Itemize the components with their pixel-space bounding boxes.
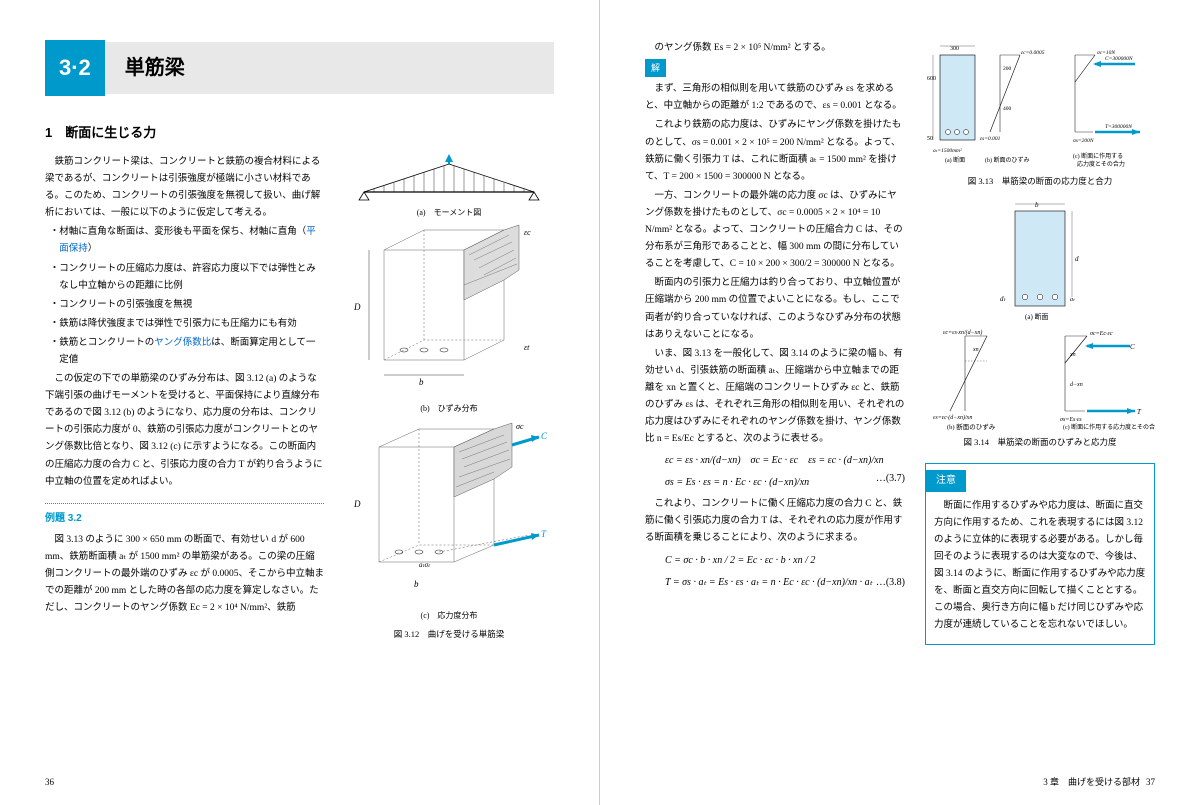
figure-caption: 図 3.12 曲げを受ける単筋梁 <box>344 627 554 642</box>
body-paragraph: これより鉄筋の応力度は、ひずみにヤング係数を掛けたものとして、σs = 0.00… <box>645 117 905 185</box>
svg-text:(b) 断面のひずみ: (b) 断面のひずみ <box>985 156 1030 164</box>
chapter-footer: 3 章 曲げを受ける部材 <box>1043 774 1140 790</box>
section-number: 3·2 <box>45 40 105 96</box>
body-paragraph: 鉄筋コンクリート梁は、コンクリートと鉄筋の複合材料による梁であるが、コンクリート… <box>45 154 324 222</box>
bullet-item: ・コンクリートの引張強度を無視 <box>45 297 324 314</box>
page-number: 36 <box>45 774 54 790</box>
svg-text:D: D <box>353 499 361 509</box>
page-spread: 3·2 単筋梁 1 断面に生じる力 鉄筋コンクリート梁は、コンクリートと鉄筋の複… <box>0 0 1200 805</box>
svg-text:σs=Es·εs: σs=Es·εs <box>1060 417 1082 423</box>
section-title: 単筋梁 <box>105 42 554 94</box>
note-box: 注意 断面に作用するひずみや応力度は、断面に直交方向に作用するため、これを表現す… <box>925 463 1155 646</box>
body-paragraph: いま、図 3.13 を一般化して、図 3.14 のように梁の幅 b、有効せい d… <box>645 346 905 449</box>
svg-text:600: 600 <box>927 76 936 82</box>
svg-text:εs=0.001: εs=0.001 <box>980 136 1001 142</box>
strain-3d-diagram: D b εc εt <box>344 220 554 400</box>
svg-text:応力度とその合力: 応力度とその合力 <box>1077 160 1125 168</box>
bullet-item: ・鉄筋は降伏強度までは弾性で引張力にも圧縮力にも有効 <box>45 316 324 333</box>
svg-text:C=300000N: C=300000N <box>1105 56 1133 62</box>
svg-text:(b) 断面のひずみ: (b) 断面のひずみ <box>947 422 996 431</box>
svg-text:(c) 断面に作用する: (c) 断面に作用する <box>1073 152 1123 160</box>
svg-text:C: C <box>1130 343 1135 351</box>
moment-diagram <box>349 154 549 204</box>
svg-text:T: T <box>541 529 547 539</box>
svg-text:aₜ=1500mm²: aₜ=1500mm² <box>933 148 962 154</box>
svg-text:b: b <box>414 579 419 589</box>
svg-text:d: d <box>1075 255 1079 263</box>
svg-text:aₜ: aₜ <box>1070 297 1075 303</box>
svg-text:200: 200 <box>1003 66 1012 72</box>
right-page: のヤング係数 Es = 2 × 10⁵ N/mm² とする。 解 まず、三角形の… <box>600 0 1200 805</box>
text-column: 鉄筋コンクリート梁は、コンクリートと鉄筋の複合材料による梁であるが、コンクリート… <box>45 154 324 654</box>
figure-caption: 図 3.14 単筋梁の断面のひずみと応力度 <box>925 435 1155 450</box>
svg-text:D: D <box>353 302 361 312</box>
svg-text:εs=εc·(d−xn)/xn: εs=εc·(d−xn)/xn <box>933 414 972 421</box>
svg-text:σc: σc <box>516 422 524 431</box>
example-text: 図 3.13 のように 300 × 650 mm の断面で、有効せい d が 6… <box>45 532 324 617</box>
page-number: 37 <box>1146 774 1155 790</box>
figure-caption: 図 3.13 単筋梁の断面の応力度と合力 <box>925 174 1155 189</box>
body-paragraph: この仮定の下での単筋梁のひずみ分布は、図 3.12 (a) のような下端引張の曲… <box>45 371 324 491</box>
bullet-item: ・鉄筋とコンクリートのヤング係数比は、断面算定用として一定値 <box>45 335 324 369</box>
note-text: 断面に作用するひずみや応力度は、断面に直交方向に作用するため、これを表現するには… <box>934 498 1146 635</box>
link-young: ヤング係数比 <box>154 338 211 348</box>
body-paragraph: 断面内の引張力と圧縮力は釣り合っており、中立軸位置が圧縮端から 200 mm の… <box>645 275 905 343</box>
body-paragraph: まず、三角形の相似則を用いて鉄筋のひずみ εs を求めると、中立軸からの距離が … <box>645 81 905 115</box>
svg-text:εt: εt <box>524 343 530 352</box>
svg-text:b: b <box>419 377 424 387</box>
svg-text:(a) 断面: (a) 断面 <box>1025 312 1049 321</box>
stress-3d-diagram: C T D b σc aₜσₜ <box>344 417 554 607</box>
bullet-item: ・コンクリートの圧縮応力度は、許容応力度以下では弾性とみなし中立軸からの距離に比… <box>45 261 324 295</box>
svg-text:T=300000N: T=300000N <box>1105 124 1132 130</box>
svg-text:dₜ: dₜ <box>1000 295 1007 303</box>
section-header: 3·2 単筋梁 <box>45 40 554 96</box>
fig-sub-caption: (b) ひずみ分布 <box>344 402 554 416</box>
svg-text:d−xn: d−xn <box>1070 382 1083 388</box>
svg-text:b: b <box>1035 201 1039 209</box>
svg-text:50: 50 <box>927 136 933 142</box>
fig-sub-caption: (c) 応力度分布 <box>344 609 554 623</box>
fig-313: 300 600 50 aₜ=1500mm² εc=0.0005 εs=0.001… <box>925 40 1155 170</box>
figure-column: (a) モーメント図 <box>344 154 554 654</box>
svg-text:xn: xn <box>972 347 979 353</box>
text-column: のヤング係数 Es = 2 × 10⁵ N/mm² とする。 解 まず、三角形の… <box>645 40 905 645</box>
divider <box>45 503 324 504</box>
subsection-heading: 1 断面に生じる力 <box>45 121 554 144</box>
equation: T = σs · aₜ = Es · εs · aₜ = n · Ec · εc… <box>665 574 905 592</box>
body-paragraph: のヤング係数 Es = 2 × 10⁵ N/mm² とする。 <box>645 40 905 57</box>
note-title: 注意 <box>926 470 966 492</box>
two-column-layout: のヤング係数 Es = 2 × 10⁵ N/mm² とする。 解 まず、三角形の… <box>645 40 1155 645</box>
svg-text:(c) 断面に作用する応力度とその合力: (c) 断面に作用する応力度とその合力 <box>1063 423 1155 431</box>
bullet-item: ・材軸に直角な断面は、変形後も平面を保ち、材軸に直角（平面保持） <box>45 224 324 258</box>
svg-text:T: T <box>1137 408 1142 416</box>
svg-text:300: 300 <box>950 46 959 52</box>
svg-text:400: 400 <box>1003 106 1012 112</box>
svg-text:εc=0.0005: εc=0.0005 <box>1021 50 1045 56</box>
svg-text:aₜσₜ: aₜσₜ <box>419 561 431 569</box>
svg-text:σs=200N: σs=200N <box>1073 138 1094 144</box>
svg-text:xn: xn <box>1069 352 1076 358</box>
fig-314: b d dₜ aₜ (a) 断面 εc=εs·xn/(d−xn) εs=εc·(… <box>925 201 1155 431</box>
svg-text:εc: εc <box>524 228 531 237</box>
body-paragraph: これより、コンクリートに働く圧縮応力度の合力 C と、鉄筋に働く引張応力度の合力… <box>645 496 905 547</box>
equation: σs = Es · εs = n · Ec · εc · (d−xn)/xn <box>665 474 905 492</box>
fig-sub-caption: (a) モーメント図 <box>344 206 554 220</box>
two-column-layout: 鉄筋コンクリート梁は、コンクリートと鉄筋の複合材料による梁であるが、コンクリート… <box>45 154 554 654</box>
equation: εc = εs · xn/(d−xn) σc = Ec · εc εs = εc… <box>665 452 905 470</box>
svg-text:(a) 断面: (a) 断面 <box>945 156 965 164</box>
left-page: 3·2 単筋梁 1 断面に生じる力 鉄筋コンクリート梁は、コンクリートと鉄筋の複… <box>0 0 600 805</box>
svg-text:C: C <box>541 431 548 441</box>
equation: C = σc · b · xn / 2 = Ec · εc · b · xn /… <box>665 552 905 570</box>
example-label: 例題 3.2 <box>45 510 324 528</box>
figure-column: 300 600 50 aₜ=1500mm² εc=0.0005 εs=0.001… <box>925 40 1155 645</box>
svg-text:εc=εs·xn/(d−xn): εc=εs·xn/(d−xn) <box>943 329 982 336</box>
answer-label: 解 <box>645 59 666 77</box>
body-paragraph: 一方、コンクリートの最外端の応力度 σc は、ひずみにヤング係数を掛けたものとし… <box>645 188 905 273</box>
svg-text:σc=Ec·εc: σc=Ec·εc <box>1090 331 1113 337</box>
